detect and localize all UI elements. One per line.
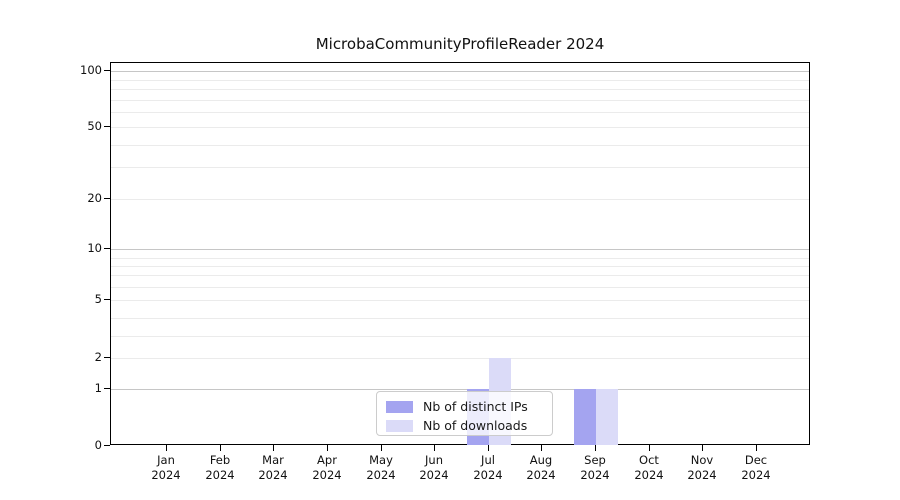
y-tick-label-1: 1 <box>94 381 102 395</box>
y-tick-mark-100 <box>104 70 110 71</box>
x-tick-label-aug: Aug 2024 <box>526 453 556 482</box>
y-tick-label-0: 0 <box>94 438 102 452</box>
gridline-y-4 <box>111 318 809 319</box>
gridline-y-9 <box>111 258 809 259</box>
gridline-y-6 <box>111 287 809 288</box>
x-tick-label-nov: Nov 2024 <box>687 453 717 482</box>
gridline-y-100 <box>111 71 809 72</box>
y-tick-label-10: 10 <box>87 241 102 255</box>
y-tick-mark-20 <box>104 198 110 199</box>
x-tick-mark-apr <box>327 445 328 451</box>
x-tick-label-jan: Jan 2024 <box>151 453 181 482</box>
legend-swatch-downloads-icon <box>386 419 413 432</box>
x-tick-label-jun: Jun 2024 <box>419 453 449 482</box>
gridline-y-3 <box>111 336 809 337</box>
legend-label-downloads: Nb of downloads <box>423 418 528 433</box>
legend-entry-downloads: Nb of downloads <box>386 416 544 435</box>
gridline-y-5 <box>111 300 809 301</box>
bar-sep-distinct-ips <box>574 389 596 445</box>
x-tick-mark-jan <box>166 445 167 451</box>
x-tick-mark-dec <box>756 445 757 451</box>
x-tick-label-jul: Jul 2024 <box>473 453 503 482</box>
y-tick-label-50: 50 <box>87 119 102 133</box>
plot-area <box>110 62 810 445</box>
gridline-y-7 <box>111 275 809 276</box>
gridline-y-40 <box>111 145 809 146</box>
x-tick-mark-jul <box>488 445 489 451</box>
y-tick-mark-10 <box>104 248 110 249</box>
y-tick-mark-2 <box>104 357 110 358</box>
x-tick-mark-jun <box>434 445 435 451</box>
y-tick-mark-5 <box>104 299 110 300</box>
x-tick-label-oct: Oct 2024 <box>634 453 664 482</box>
y-tick-label-2: 2 <box>94 350 102 364</box>
gridline-y-80 <box>111 89 809 90</box>
legend-entry-distinct-ips: Nb of distinct IPs <box>386 397 544 416</box>
y-tick-label-100: 100 <box>80 63 102 77</box>
gridline-y-50 <box>111 127 809 128</box>
x-tick-mark-feb <box>220 445 221 451</box>
legend-swatch-distinct-ips-icon <box>386 400 413 413</box>
y-tick-mark-1 <box>104 388 110 389</box>
x-tick-label-mar: Mar 2024 <box>258 453 288 482</box>
x-tick-mark-sep <box>595 445 596 451</box>
y-tick-label-20: 20 <box>87 191 102 205</box>
y-tick-mark-0 <box>104 445 110 446</box>
gridline-y-2 <box>111 358 809 359</box>
gridline-y-20 <box>111 199 809 200</box>
x-tick-mark-oct <box>649 445 650 451</box>
y-tick-mark-50 <box>104 126 110 127</box>
gridline-y-70 <box>111 100 809 101</box>
gridline-y-10 <box>111 249 809 250</box>
x-tick-label-feb: Feb 2024 <box>205 453 235 482</box>
x-tick-mark-may <box>381 445 382 451</box>
bar-sep-downloads <box>596 389 618 445</box>
x-tick-mark-mar <box>273 445 274 451</box>
x-tick-mark-aug <box>541 445 542 451</box>
gridline-y-30 <box>111 167 809 168</box>
gridline-y-8 <box>111 266 809 267</box>
gridline-y-60 <box>111 112 809 113</box>
x-tick-label-sep: Sep 2024 <box>580 453 610 482</box>
y-tick-label-5: 5 <box>94 292 102 306</box>
gridline-y-90 <box>111 80 809 81</box>
x-tick-mark-nov <box>702 445 703 451</box>
legend-label-distinct-ips: Nb of distinct IPs <box>423 399 528 414</box>
x-tick-label-dec: Dec 2024 <box>741 453 771 482</box>
x-tick-label-apr: Apr 2024 <box>312 453 342 482</box>
gridline-y-1 <box>111 389 809 390</box>
x-tick-label-may: May 2024 <box>366 453 396 482</box>
chart-title: MicrobaCommunityProfileReader 2024 <box>315 35 605 53</box>
legend: Nb of distinct IPs Nb of downloads <box>376 391 553 436</box>
